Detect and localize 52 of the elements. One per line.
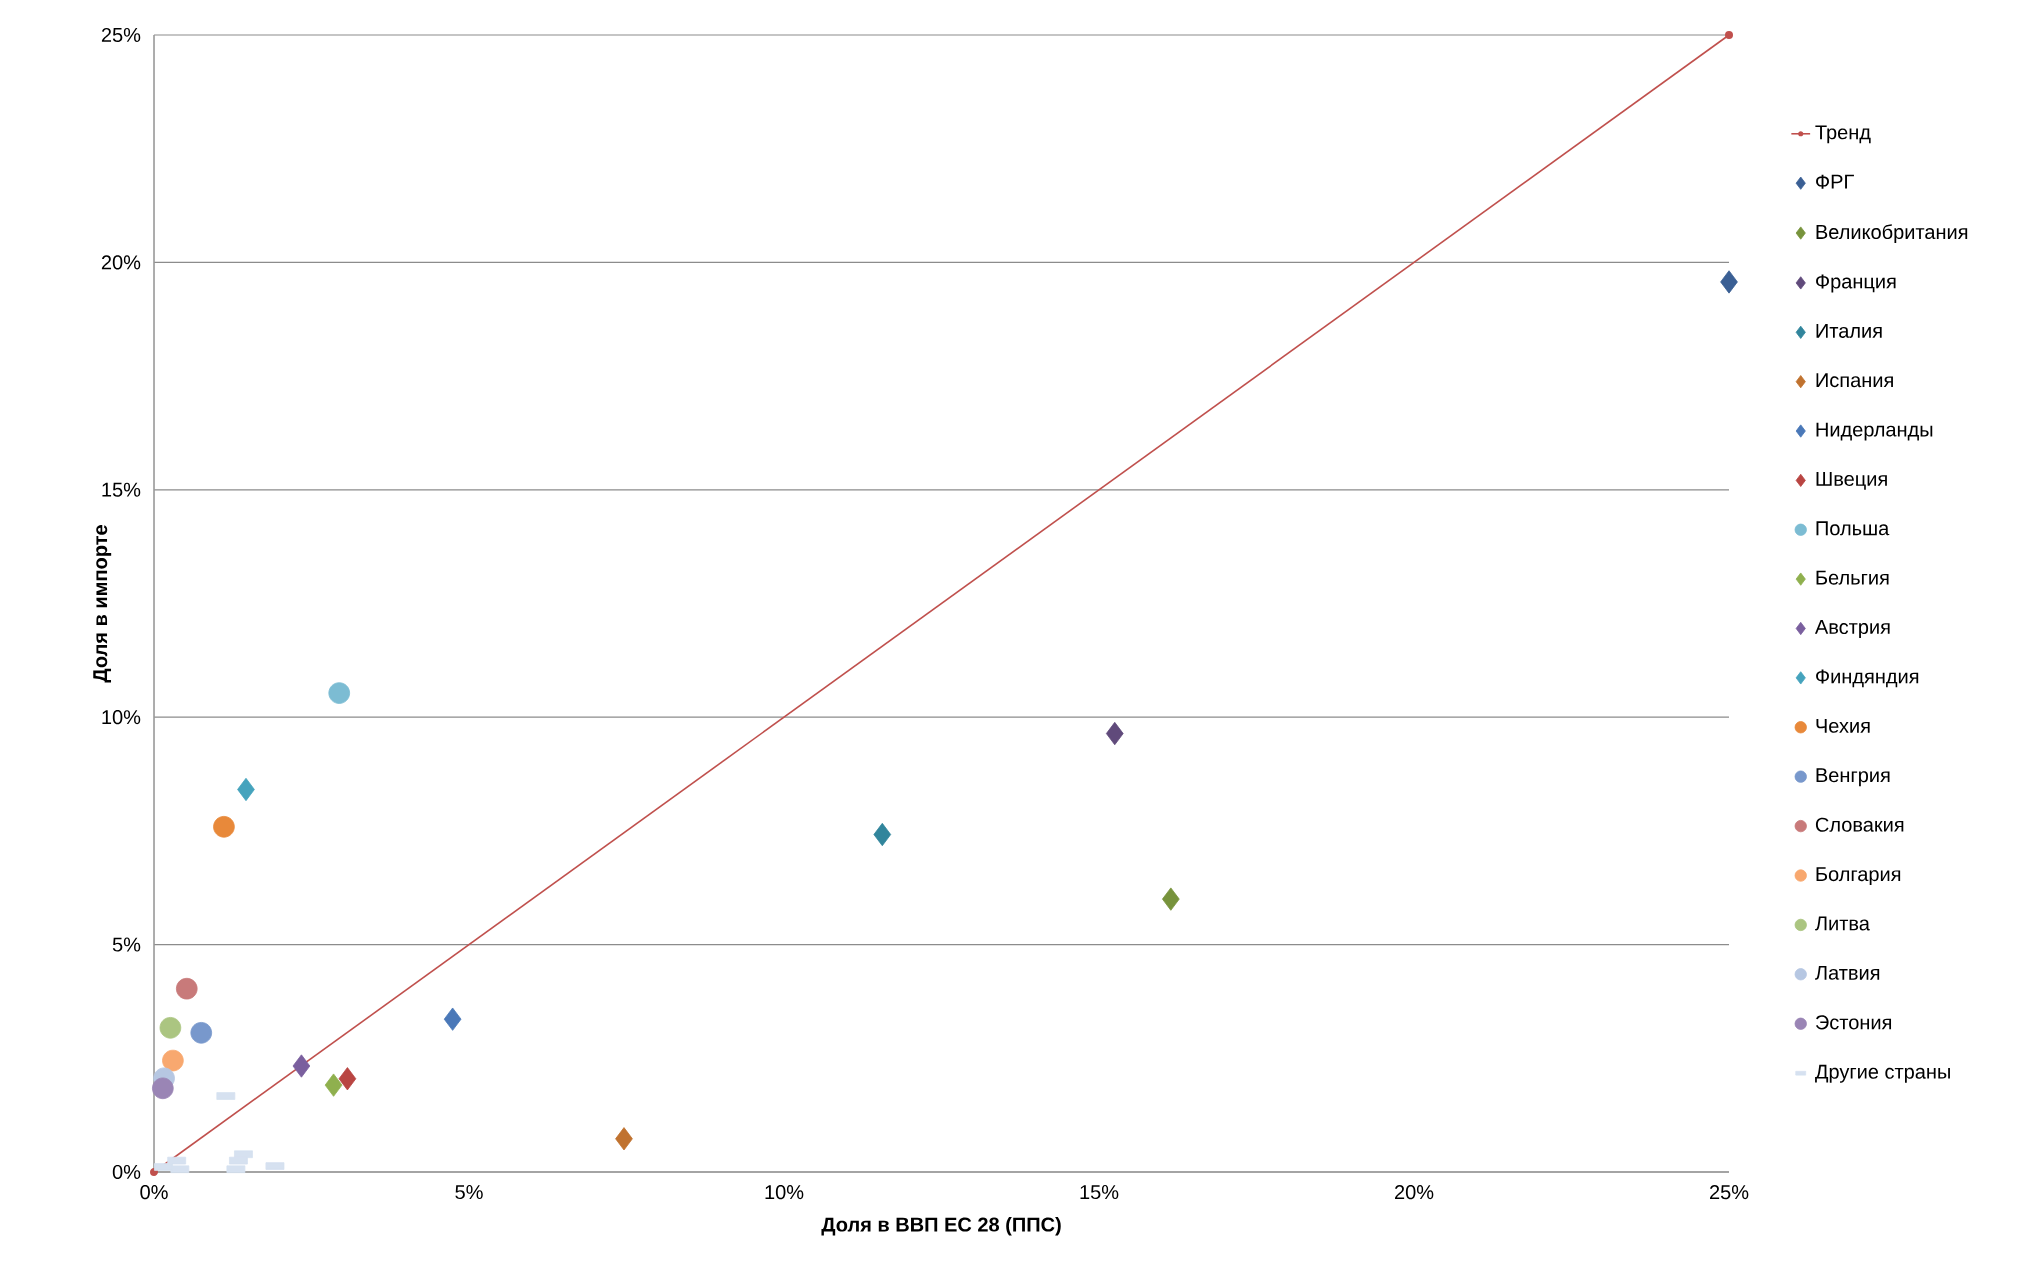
point: [237, 777, 255, 802]
point: [213, 815, 235, 838]
x-tick-label: 20%: [1395, 1185, 1434, 1200]
point: [324, 1073, 343, 1097]
y-tick-label: 0%: [112, 1164, 141, 1180]
legend-label: Эстония: [1815, 1015, 1892, 1030]
y-axis-title: Доля в импорте: [93, 525, 112, 683]
legend-label: Великобритания: [1816, 224, 1968, 244]
legend-label: Венгрия: [1816, 768, 1890, 787]
legend-label: Чехия: [1816, 718, 1870, 733]
legend-label: Швеция: [1816, 472, 1887, 490]
legend-label: Финдяндия: [1816, 669, 1919, 688]
legend-label: Словакия: [1815, 817, 1904, 832]
legend-label: Тренд: [1815, 125, 1871, 144]
point: [175, 977, 198, 1000]
legend-label: Франция: [1816, 274, 1896, 293]
point: [873, 822, 892, 847]
legend-label: Другие страны: [1815, 1064, 1950, 1083]
point: [1162, 887, 1180, 911]
legend-label: Италия: [1816, 323, 1882, 338]
legend-label: Литва: [1815, 916, 1870, 931]
point: [162, 1049, 184, 1072]
legend-label: Болгария: [1816, 867, 1901, 886]
point: [152, 1077, 174, 1100]
x-tick-label: 15%: [1080, 1185, 1119, 1200]
legend-label: ФРГ: [1816, 174, 1854, 189]
point: [615, 1127, 633, 1151]
x-tick-label: 0%: [140, 1185, 168, 1200]
y-tick-label: 15%: [102, 482, 141, 497]
x-tick-label: 25%: [1710, 1185, 1749, 1200]
point: [1720, 270, 1738, 294]
point: [328, 682, 351, 704]
legend-label: Австрия: [1814, 620, 1890, 638]
legend-label: Латвия: [1815, 965, 1880, 980]
x-tick-label: 10%: [765, 1185, 804, 1200]
point: [1105, 721, 1124, 746]
legend-label: Польша: [1816, 521, 1890, 536]
point: [190, 1022, 213, 1044]
point: [338, 1067, 357, 1091]
point: [1725, 30, 1734, 39]
point: [292, 1054, 311, 1078]
legend-label: Нидерланды: [1816, 422, 1933, 441]
legend-label: Испания: [1816, 373, 1893, 388]
y-tick-label: 25%: [101, 27, 141, 43]
point: [159, 1017, 182, 1039]
y-tick-label: 10%: [102, 710, 141, 725]
point: [443, 1007, 462, 1031]
y-tick-label: 5%: [112, 937, 141, 952]
legend-label: Бельгия: [1816, 570, 1889, 585]
x-axis-title: Доля в ВВП ЕС 28 (ППС): [821, 1216, 1061, 1236]
y-tick-label: 20%: [101, 255, 141, 270]
x-tick-label: 5%: [455, 1185, 483, 1200]
